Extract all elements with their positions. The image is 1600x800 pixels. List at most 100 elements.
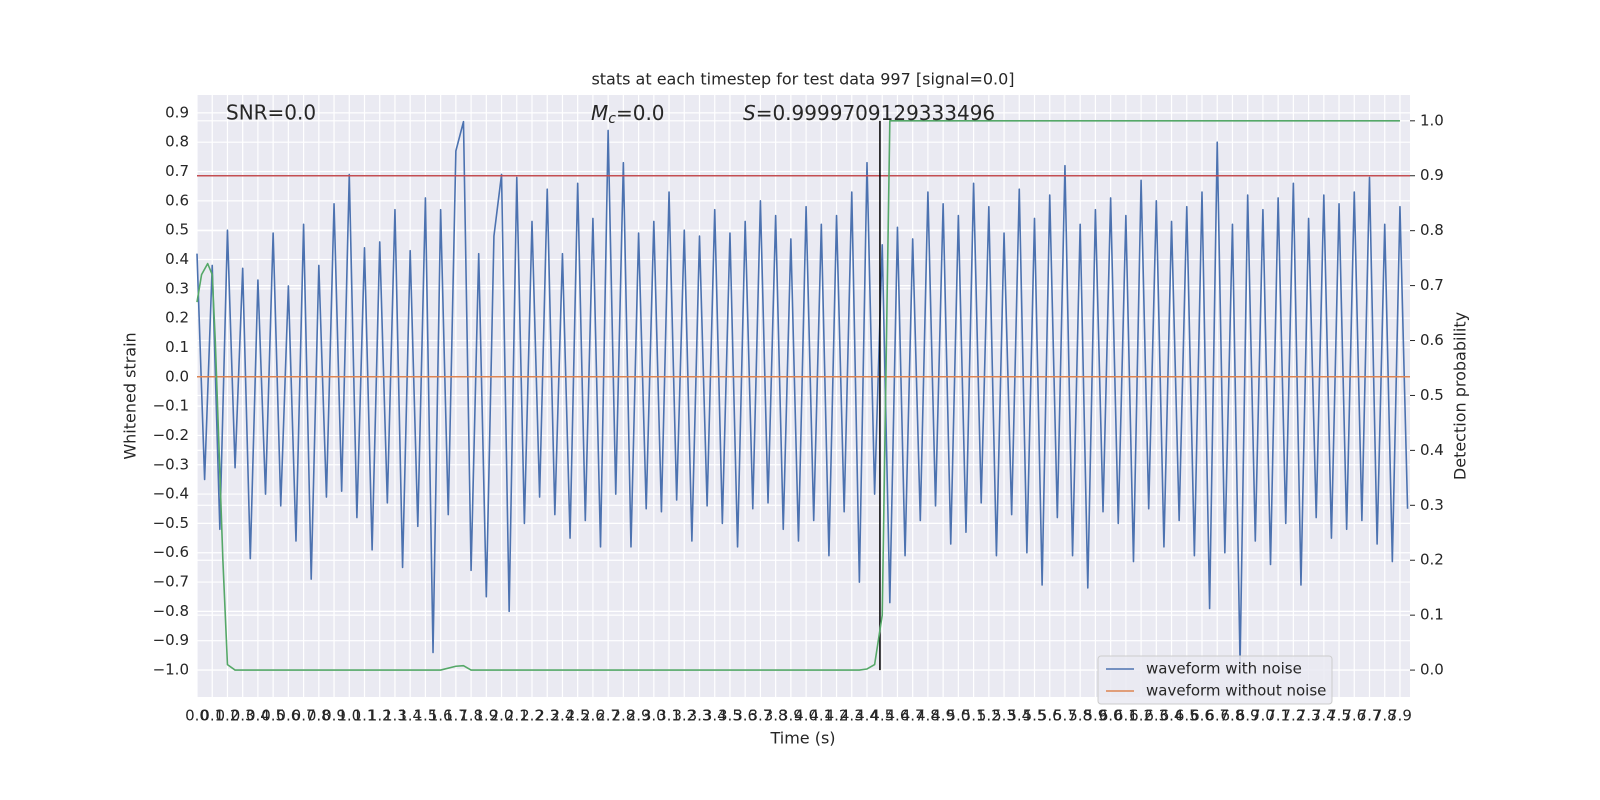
y-tick-label: 0.9 xyxy=(165,103,189,121)
x-tick-label: 7.8 xyxy=(1373,707,1397,725)
y-tick-label: −0.3 xyxy=(153,455,189,473)
x-tick-label: 2.2 xyxy=(520,707,544,725)
y2-axis-label: Detection probability xyxy=(1451,312,1470,480)
x-tick-label: 2.3 xyxy=(535,707,559,725)
x-tick-label: 2.9 xyxy=(627,707,651,725)
y-tick-label: 0.7 xyxy=(165,162,189,180)
annotation: S=0.9999709129333496 xyxy=(743,101,995,125)
y-tick-label: 0.1 xyxy=(165,338,189,356)
x-tick-label: 6.0 xyxy=(1099,707,1123,725)
y-tick-label: −0.2 xyxy=(153,426,189,444)
x-tick-label: 4.3 xyxy=(840,707,864,725)
legend: waveform with noise waveform without nois… xyxy=(1097,655,1333,705)
x-tick-label: 3.6 xyxy=(733,707,757,725)
x-tick-label: 0.8 xyxy=(307,707,331,725)
x-tick-label: 2.0 xyxy=(490,707,514,725)
x-tick-label: 5.7 xyxy=(1053,707,1077,725)
x-tick-label: 1.0 xyxy=(337,707,361,725)
x-tick-label: 0.7 xyxy=(292,707,316,725)
x-tick-label: 7.5 xyxy=(1327,707,1351,725)
x-tick-label: 4.1 xyxy=(809,707,833,725)
annotation-symbol: M xyxy=(591,101,608,125)
x-tick-label: 3.2 xyxy=(672,707,696,725)
x-tick-label: 5.0 xyxy=(946,707,970,725)
x-tick-label: 0.1 xyxy=(200,707,224,725)
line xyxy=(196,120,1400,671)
x-tick-label: 2.6 xyxy=(581,707,605,725)
x-tick-label: 3.0 xyxy=(642,707,666,725)
y-axis-label: Whitened strain xyxy=(121,332,140,459)
x-tick-label: 6.9 xyxy=(1236,707,1260,725)
x-tick-label: 0.9 xyxy=(322,707,346,725)
x-tick-label: 7.9 xyxy=(1388,707,1412,725)
legend-label: waveform without noise xyxy=(1146,682,1326,700)
x-tick-label: 1.8 xyxy=(459,707,483,725)
x-tick-label: 5.1 xyxy=(962,707,986,725)
x-tick-label: 1.3 xyxy=(383,707,407,725)
y2-tick-label: 0.8 xyxy=(1420,221,1444,239)
y2-tick-label: 0.4 xyxy=(1420,441,1444,459)
x-tick-label: 0.3 xyxy=(231,707,255,725)
y-tick-label: 0.4 xyxy=(165,250,189,268)
x-tick-label: 4.7 xyxy=(901,707,925,725)
x-tick-label: 0.6 xyxy=(276,707,300,725)
x-tick-label: 1.7 xyxy=(444,707,468,725)
x-tick-label: 6.6 xyxy=(1190,707,1214,725)
x-tick-label: 4.6 xyxy=(886,707,910,725)
x-tick-label: 1.6 xyxy=(429,707,453,725)
y2-tick-label: 0.1 xyxy=(1420,606,1444,624)
x-tick-label: 2.7 xyxy=(596,707,620,725)
y-tick-label: 0.5 xyxy=(165,221,189,239)
annotation-value: =0.0 xyxy=(616,101,665,125)
y-tick-label: −0.7 xyxy=(153,573,189,591)
legend-box xyxy=(1097,655,1333,705)
y-tick-label: 0.6 xyxy=(165,191,189,209)
line xyxy=(196,120,1409,665)
x-tick-label: 6.7 xyxy=(1205,707,1229,725)
x-tick-label: 5.4 xyxy=(1007,707,1031,725)
x-tick-label: 5.5 xyxy=(1023,707,1047,725)
y-tick-label: 0.8 xyxy=(165,133,189,151)
x-tick-label: 2.8 xyxy=(611,707,635,725)
y-tick-label: −0.4 xyxy=(153,485,189,503)
x-tick-label: 5.9 xyxy=(1083,707,1107,725)
x-tick-label: 3.1 xyxy=(657,707,681,725)
y-tick-label: −0.9 xyxy=(153,631,189,649)
y-tick-label: 0.0 xyxy=(165,367,189,385)
x-tick-label: 5.8 xyxy=(1068,707,1092,725)
x-tick-label: 1.4 xyxy=(398,707,422,725)
y-tick-label: −0.6 xyxy=(153,543,189,561)
x-tick-label: 3.5 xyxy=(718,707,742,725)
x-tick-label: 6.3 xyxy=(1144,707,1168,725)
x-tick-label: 6.4 xyxy=(1160,707,1184,725)
x-tick-label: 7.1 xyxy=(1266,707,1290,725)
x-tick-label: 1.9 xyxy=(474,707,498,725)
chart-title: stats at each timestep for test data 997… xyxy=(591,70,1014,89)
x-tick-label: 5.3 xyxy=(992,707,1016,725)
y2-tick-label: 0.2 xyxy=(1420,551,1444,569)
annotation: Mc=0.0 xyxy=(591,101,665,128)
x-tick-label: 6.8 xyxy=(1221,707,1245,725)
x-tick-label: 4.9 xyxy=(931,707,955,725)
y-tick-label: −1.0 xyxy=(153,661,189,679)
x-tick-label: 1.5 xyxy=(413,707,437,725)
y-tick-label: 0.3 xyxy=(165,279,189,297)
x-tick-label: 7.2 xyxy=(1281,707,1305,725)
y2-tick-label: 0.9 xyxy=(1420,166,1444,184)
x-tick-label: 1.1 xyxy=(353,707,377,725)
x-tick-label: 2.4 xyxy=(551,707,575,725)
y-tick-label: −0.1 xyxy=(153,397,189,415)
annotation: SNR=0.0 xyxy=(226,101,316,125)
x-tick-label: 4.4 xyxy=(855,707,879,725)
x-tick-label: 7.0 xyxy=(1251,707,1275,725)
x-tick-label: 1.2 xyxy=(368,707,392,725)
x-tick-label: 6.1 xyxy=(1114,707,1138,725)
y-tick-label: −0.5 xyxy=(153,514,189,532)
x-tick-label: 0.0 xyxy=(185,707,209,725)
x-tick-label: 3.7 xyxy=(748,707,772,725)
x-tick-label: 3.4 xyxy=(703,707,727,725)
y2-tick-label: 0.3 xyxy=(1420,496,1444,514)
x-tick-label: 0.2 xyxy=(216,707,240,725)
x-tick-label: 7.6 xyxy=(1342,707,1366,725)
